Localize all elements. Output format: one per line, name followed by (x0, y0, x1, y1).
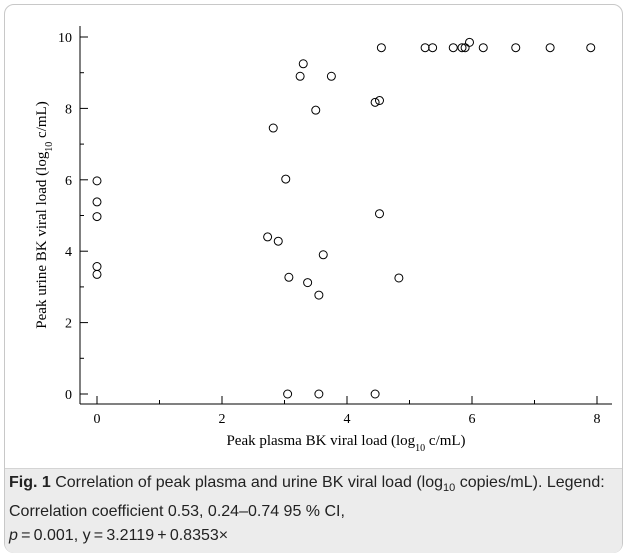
x-axis-title-suffix: c/mL) (425, 433, 465, 449)
data-point (460, 43, 470, 53)
data-point (326, 71, 336, 81)
data-point (375, 209, 384, 219)
data-point (92, 269, 102, 279)
y-ticks: 0 2 4 6 8 10 (58, 31, 88, 403)
data-point (370, 97, 380, 107)
caption-sub: 10 (443, 482, 456, 495)
x-ticks: 0 2 4 6 8 (94, 396, 601, 427)
data-point (428, 43, 438, 53)
data-point (298, 59, 308, 69)
data-point (283, 389, 293, 399)
y-axis-title-prefix: Peak urine BK viral load (log (34, 151, 50, 329)
caption-band (5, 468, 622, 553)
data-point (394, 273, 404, 283)
x-axis-title-sub: 10 (415, 443, 425, 454)
caption-text-1: Correlation of peak plasma and urine BK … (50, 474, 443, 491)
x-tick-label: 8 (594, 412, 601, 427)
y-axis-title: Peak urine BK viral load (log10 c/mL) (34, 101, 55, 328)
y-tick-label: 2 (65, 317, 72, 332)
data-point (92, 262, 102, 272)
y-tick-label: 4 (65, 245, 72, 260)
x-tick-label: 0 (94, 412, 101, 427)
data-point (457, 43, 467, 53)
data-point (586, 43, 596, 53)
scatter-chart: 0 2 4 6 8 0 2 4 6 8 10 Peak plasma BK viral load … (34, 26, 612, 454)
data-point (420, 43, 430, 53)
data-point (465, 37, 474, 47)
data-point (284, 272, 294, 282)
data-point (273, 236, 283, 246)
data-point (448, 43, 458, 53)
data-point (545, 43, 555, 53)
x-tick-label: 6 (469, 412, 476, 427)
caption-text-2: copies/mL). Legend: Correlation coeffici… (9, 474, 605, 521)
data-point (511, 43, 521, 53)
y-axis-title-suffix: c/mL) (34, 101, 50, 141)
x-tick-label: 4 (344, 412, 351, 427)
x-tick-label: 2 (219, 412, 226, 427)
y-axis-title-sub: 10 (44, 142, 55, 152)
data-point (281, 174, 291, 184)
data-point (314, 290, 324, 300)
data-point (478, 43, 488, 53)
figure-box (4, 4, 623, 553)
data-point (314, 389, 324, 399)
data-point (92, 212, 102, 222)
y-tick-label: 10 (58, 31, 72, 46)
y-tick-label: 0 (65, 388, 72, 403)
data-point (375, 96, 384, 106)
caption-text-3: = 0.001, y = 3.2119 + 0.8353× (17, 527, 229, 545)
y-tick-label: 6 (65, 174, 72, 189)
data-point (376, 43, 386, 53)
data-point (268, 123, 278, 133)
data-point (263, 232, 273, 242)
caption-p-variable: p (9, 527, 18, 545)
data-point (303, 278, 313, 288)
data-point (295, 71, 305, 81)
y-tick-label: 8 (65, 102, 72, 117)
data-point (370, 389, 380, 399)
data-point (92, 176, 102, 186)
data-point (311, 105, 321, 115)
x-axis-title-prefix: Peak plasma BK viral load (log (226, 433, 415, 449)
figure-caption: Fig. 1 Correlation of peak plasma and ur… (9, 471, 615, 548)
figure-label: Fig. 1 (9, 474, 51, 491)
data-point (92, 197, 102, 207)
data-points (92, 37, 596, 399)
x-axis-title: Peak plasma BK viral load (log10 c/mL) (226, 433, 465, 454)
axes (79, 26, 612, 405)
data-point (318, 250, 328, 260)
